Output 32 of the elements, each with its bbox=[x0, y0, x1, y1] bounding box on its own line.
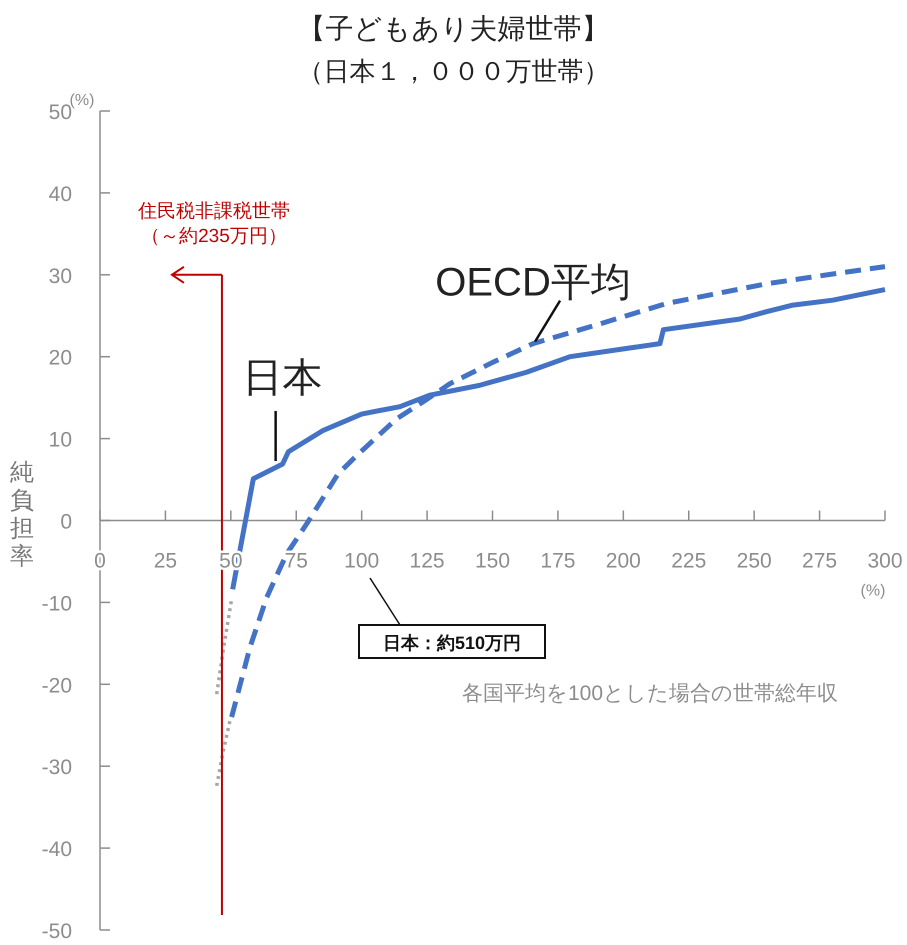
chart-title: 【子どもあり夫婦世帯】 bbox=[298, 13, 610, 44]
x-tick-label: 125 bbox=[410, 550, 445, 572]
x-tick-label: 225 bbox=[671, 550, 706, 572]
annotation: (%) bbox=[860, 582, 886, 600]
x-tick-label: 275 bbox=[802, 550, 838, 572]
y-tick-label: -30 bbox=[42, 756, 72, 780]
x-tick-label: 250 bbox=[736, 550, 772, 572]
y-tick-label: -50 bbox=[42, 920, 72, 943]
y-tick-label: 0 bbox=[60, 510, 72, 534]
annotation: 日本：約510万円 bbox=[382, 633, 522, 653]
x-tick-label: 200 bbox=[606, 550, 641, 572]
x-tick-label: 100 bbox=[344, 550, 380, 572]
y-axis-title: 純負担率 bbox=[10, 459, 34, 570]
x-tick-label: 25 bbox=[154, 550, 178, 572]
y-tick-label: -20 bbox=[42, 674, 72, 698]
y-tick-label: 40 bbox=[48, 182, 72, 206]
series-label: 日本 bbox=[242, 356, 323, 400]
x-axis-title: 各国平均を100とした場合の世帯総年収 bbox=[462, 682, 838, 705]
y-tick-label: 30 bbox=[48, 264, 72, 288]
y-tick-label: 50 bbox=[48, 101, 72, 124]
x-tick-label: 150 bbox=[474, 550, 510, 572]
y-tick-label: -10 bbox=[42, 592, 72, 616]
x-tick-label: 300 bbox=[867, 550, 903, 572]
series-label: OECD平均 bbox=[435, 260, 631, 305]
y-tick-label: 20 bbox=[48, 346, 72, 370]
text: (%) bbox=[70, 92, 94, 109]
ref-line-label: 住民税非課税世帯（～約235万円） bbox=[136, 200, 290, 247]
y-tick-label: -40 bbox=[42, 838, 72, 862]
y-tick-label: 10 bbox=[48, 428, 72, 452]
chart-subtitle: （日本１，０００万世帯） bbox=[298, 56, 610, 86]
x-tick-label: 175 bbox=[540, 550, 576, 572]
x-tick-label: 75 bbox=[284, 550, 308, 572]
